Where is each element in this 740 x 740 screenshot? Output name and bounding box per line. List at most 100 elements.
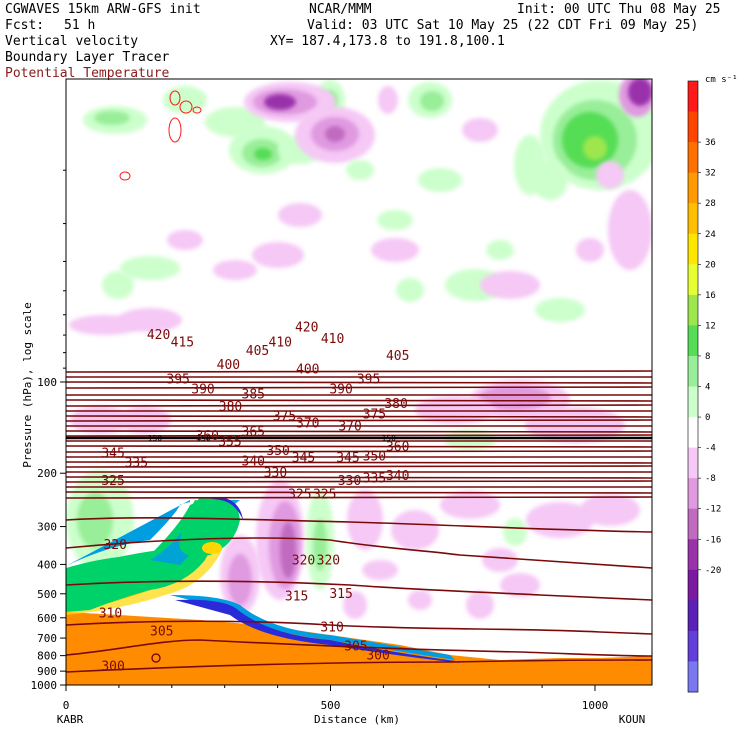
forecast-label: Fcst:	[5, 18, 45, 33]
colorbar-swatch	[688, 81, 698, 113]
vertical-velocity-cell	[346, 160, 374, 180]
y-tick-label: 600	[37, 612, 57, 625]
theta-contour-closed	[151, 653, 161, 663]
theta-label: 390	[329, 383, 352, 398]
field-potential-temperature: Potential Temperature	[5, 66, 170, 81]
vertical-velocity-cell	[228, 554, 252, 606]
theta-label: 300	[101, 660, 124, 675]
forecast-hours: 51 h	[64, 18, 96, 33]
vertical-velocity-cell	[596, 161, 624, 189]
colorbar-swatch	[688, 111, 698, 143]
vertical-velocity-cell	[252, 242, 304, 268]
theta-label: 300	[366, 649, 389, 664]
vertical-velocity-cell	[163, 86, 207, 114]
theta-label: 375	[363, 407, 386, 422]
vertical-velocity-cell	[462, 118, 498, 142]
colorbar-label: 0	[705, 413, 710, 423]
theta-contour	[66, 537, 652, 569]
theta-label: 325	[313, 487, 336, 502]
colorbar-label: 32	[705, 169, 716, 179]
theta-label: 310	[99, 606, 122, 621]
vertical-velocity-cell	[120, 256, 180, 280]
theta-label: 355	[218, 435, 241, 450]
theta-contour	[66, 517, 652, 533]
theta-label: 360	[386, 440, 409, 455]
tracer-low-edge-dark	[175, 599, 460, 663]
colorbar-swatch	[688, 478, 698, 510]
theta-label: 320	[317, 553, 340, 568]
theta-label: 380	[384, 397, 407, 412]
vertical-velocity-cell	[347, 490, 383, 550]
init-time: Init: 00 UTC Thu 08 May 25	[517, 2, 721, 17]
theta-label: 365	[242, 425, 265, 440]
x-tick-label: 0	[63, 699, 70, 712]
theta-label: 315	[285, 589, 308, 604]
theta-contour	[66, 404, 652, 407]
theta-label: 345	[336, 451, 359, 466]
theta-label: 420	[147, 328, 170, 343]
vertical-velocity-updraft-core	[119, 171, 131, 181]
tracer-plume-top-green	[179, 497, 240, 556]
organization: NCAR/MMM	[309, 2, 372, 17]
theta-label: 400	[296, 363, 319, 378]
colorbar-swatch	[688, 294, 698, 326]
theta-label: 325	[288, 487, 311, 502]
y-tick-label: 400	[37, 558, 57, 571]
colorbar-label: 24	[705, 230, 716, 240]
theta-contour	[66, 491, 652, 494]
theta-label: 395	[166, 372, 189, 387]
vertical-velocity-cell	[408, 590, 432, 610]
theta-contour	[66, 434, 652, 437]
vertical-velocity-cell	[420, 91, 444, 111]
vertical-velocity-cell	[466, 591, 494, 619]
theta-contour	[66, 620, 652, 635]
theta-150-label: 150	[148, 434, 163, 443]
field-vertical-velocity: Vertical velocity	[5, 34, 139, 49]
vertical-velocity-cell	[264, 94, 296, 110]
boundary-layer-tracer-shading	[66, 497, 652, 685]
theta-label: 330	[264, 466, 287, 481]
vertical-velocity-cell	[482, 548, 518, 572]
vertical-velocity-updraft-core	[168, 117, 182, 143]
theta-contour	[66, 415, 652, 418]
colorbar-swatch	[688, 600, 698, 632]
tracer-plume-edge	[66, 500, 190, 566]
colorbar-label: -12	[705, 505, 721, 515]
y-tick-label: 500	[37, 588, 57, 601]
vertical-velocity-cell	[503, 518, 527, 546]
vertical-velocity-cell	[70, 406, 130, 434]
theta-label: 375	[273, 410, 296, 425]
vertical-velocity-cell	[580, 494, 640, 526]
colorbar-label: 36	[705, 138, 716, 148]
vertical-velocity-cell	[69, 315, 141, 335]
x-tick-label: 1000	[582, 699, 609, 712]
colorbar-swatch	[688, 142, 698, 174]
colorbar-swatch	[688, 203, 698, 235]
y-tick-label: 900	[37, 665, 57, 678]
vertical-velocity-cell	[608, 190, 652, 270]
vertical-velocity-updraft-core	[192, 106, 202, 114]
vertical-velocity-cell	[396, 278, 424, 302]
theta-contour	[66, 476, 652, 479]
theta-label: 320	[292, 553, 315, 568]
theta-contour	[66, 480, 652, 483]
theta-contour	[66, 399, 652, 402]
vertical-velocity-cell	[532, 160, 568, 200]
vertical-velocity-cell	[535, 298, 585, 322]
theta-label: 385	[242, 388, 265, 403]
theta-label: 310	[320, 620, 343, 635]
theta-label: 305	[344, 639, 367, 654]
theta-label: 340	[386, 469, 409, 484]
field-boundary-layer-tracer: Boundary Layer Tracer	[5, 50, 170, 65]
colorbar-label: -16	[705, 535, 721, 545]
y-axis-label: Pressure (hPa), log scale	[21, 302, 34, 468]
vertical-velocity-cell	[377, 210, 413, 230]
colorbar-swatch	[688, 264, 698, 296]
vertical-velocity-cell	[254, 148, 272, 160]
theta-contour	[66, 430, 652, 433]
vertical-velocity-cell	[278, 203, 322, 227]
theta-label: 400	[217, 358, 240, 373]
theta-contour	[66, 465, 652, 468]
